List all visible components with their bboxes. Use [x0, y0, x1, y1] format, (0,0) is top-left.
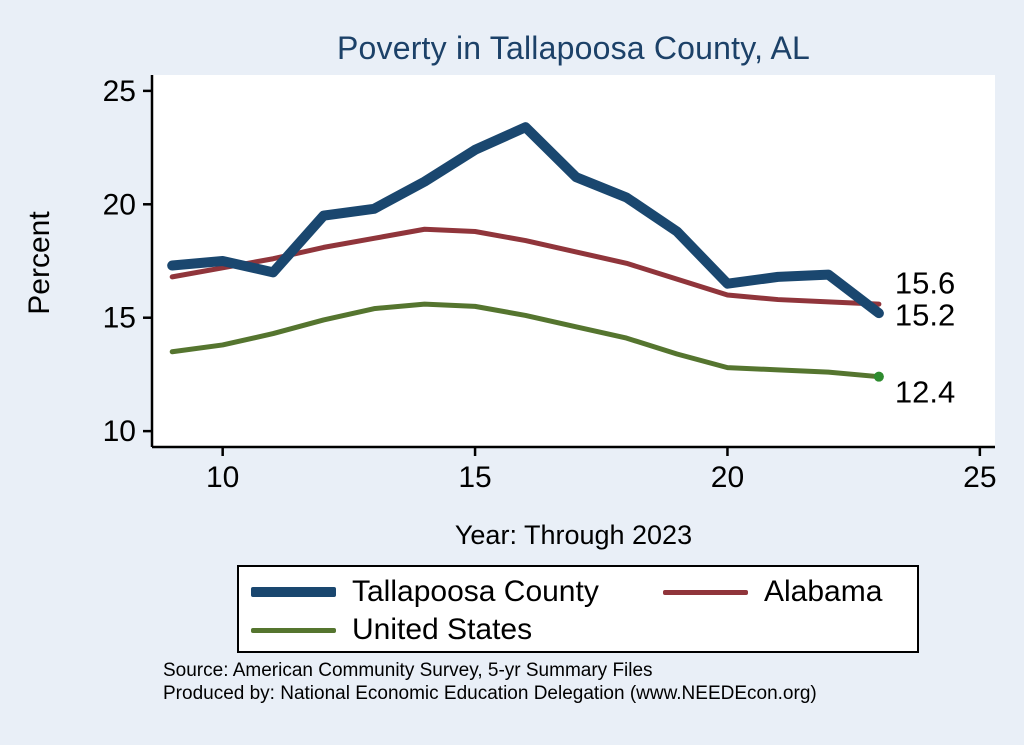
united-states-line-swatch	[251, 627, 336, 633]
x-tick-label: 25	[963, 461, 996, 494]
legend-row: Tallapoosa County Alabama	[251, 573, 917, 611]
legend-label-united-states: United States	[352, 613, 533, 646]
tallapoosa-county-line-swatch	[251, 587, 336, 597]
end-value-label: 15.2	[895, 297, 955, 332]
series-line-united-states	[169, 301, 882, 380]
source-note: Source: American Community Survey, 5-yr …	[163, 659, 817, 705]
y-tick-label: 20	[103, 188, 136, 221]
legend: Tallapoosa County Alabama United States	[237, 565, 919, 653]
source-line: Source: American Community Survey, 5-yr …	[163, 660, 653, 681]
end-value-label: 12.4	[895, 375, 955, 410]
y-tick-label: 15	[103, 302, 136, 335]
produced-by-line: Produced by: National Economic Education…	[163, 683, 817, 704]
legend-row: United States	[251, 611, 917, 649]
x-tick-label: 10	[206, 461, 239, 494]
legend-item-united-states: United States	[251, 613, 663, 647]
legend-item-alabama: Alabama	[663, 575, 882, 609]
x-tick-label: 20	[711, 461, 744, 494]
legend-label-alabama: Alabama	[764, 575, 883, 608]
legend-label-tallapoosa-county: Tallapoosa County	[352, 575, 599, 608]
y-tick-label: 25	[103, 75, 136, 108]
alabama-line-swatch	[663, 589, 748, 595]
series-line-tallapoosa-county	[167, 122, 884, 319]
y-tick-label: 10	[103, 415, 136, 448]
end-value-label: 15.6	[895, 266, 955, 301]
x-axis-title: Year: Through 2023	[454, 520, 693, 550]
united-states-end-marker	[873, 371, 884, 382]
x-tick-label: 15	[458, 461, 491, 494]
plot-background	[152, 75, 995, 447]
chart-title: Poverty in Tallapoosa County, AL	[336, 30, 811, 66]
legend-item-tallapoosa-county: Tallapoosa County	[251, 575, 663, 609]
